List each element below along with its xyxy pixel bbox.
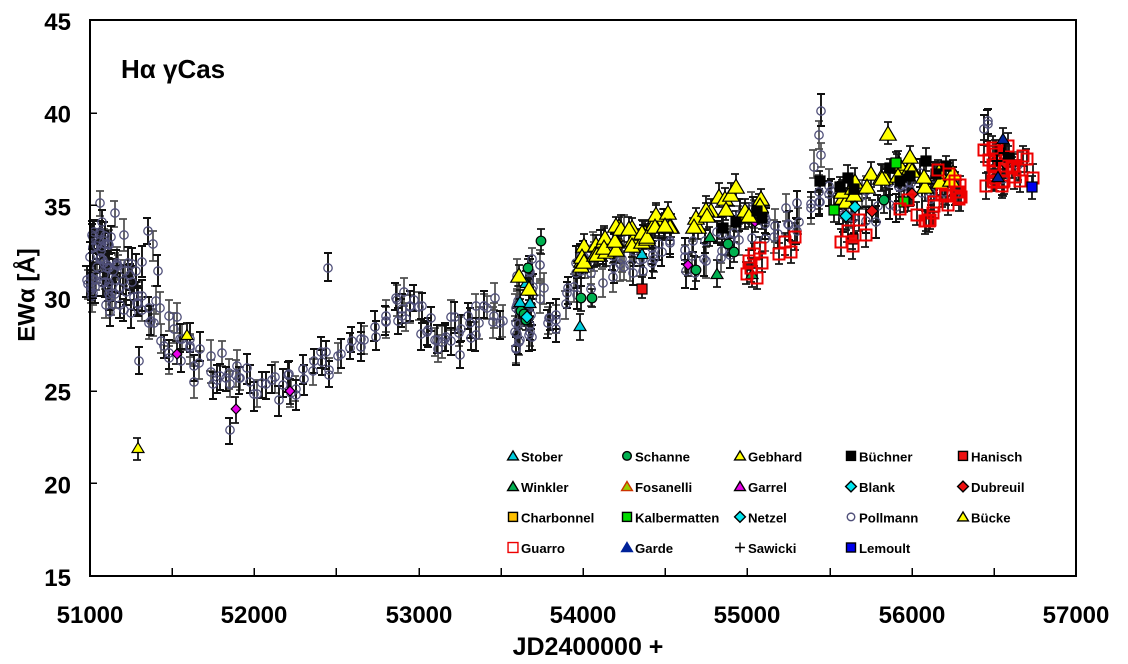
svg-text:40: 40 [44, 102, 71, 129]
svg-text:Kalbermatten: Kalbermatten [635, 510, 719, 525]
svg-text:30: 30 [44, 287, 71, 314]
svg-text:25: 25 [44, 380, 71, 407]
svg-text:Garrel: Garrel [748, 480, 787, 495]
svg-text:20: 20 [44, 472, 71, 499]
svg-text:Guarro: Guarro [521, 541, 565, 556]
svg-text:Gebhard: Gebhard [748, 449, 802, 464]
svg-text:Charbonnel: Charbonnel [521, 510, 594, 525]
svg-text:Garde: Garde [635, 541, 673, 556]
svg-text:45: 45 [44, 9, 71, 36]
svg-text:Bücke: Bücke [971, 510, 1011, 525]
svg-text:JD2400000 +: JD2400000 + [513, 633, 664, 661]
svg-text:52000: 52000 [221, 602, 288, 629]
svg-text:15: 15 [44, 565, 71, 592]
svg-text:35: 35 [44, 194, 71, 221]
svg-text:Blank: Blank [859, 480, 896, 495]
svg-text:51000: 51000 [57, 602, 124, 629]
svg-text:Fosanelli: Fosanelli [635, 480, 692, 495]
svg-text:Stober: Stober [521, 449, 563, 464]
svg-text:Pollmann: Pollmann [859, 510, 918, 525]
svg-text:Hanisch: Hanisch [971, 449, 1022, 464]
svg-text:Lemoult: Lemoult [859, 541, 911, 556]
svg-text:57000: 57000 [1043, 602, 1110, 629]
svg-text:Netzel: Netzel [748, 510, 787, 525]
svg-text:54000: 54000 [550, 602, 617, 629]
svg-text:53000: 53000 [386, 602, 453, 629]
svg-text:Büchner: Büchner [859, 449, 913, 464]
svg-text:Winkler: Winkler [521, 480, 569, 495]
svg-text:Dubreuil: Dubreuil [971, 480, 1024, 495]
svg-text:EWα [Å]: EWα [Å] [13, 248, 41, 341]
svg-text:56000: 56000 [879, 602, 946, 629]
svg-text:Hα γCas: Hα γCas [121, 54, 225, 84]
svg-text:55000: 55000 [714, 602, 781, 629]
svg-text:Schanne: Schanne [635, 449, 690, 464]
svg-text:Sawicki: Sawicki [748, 541, 796, 556]
